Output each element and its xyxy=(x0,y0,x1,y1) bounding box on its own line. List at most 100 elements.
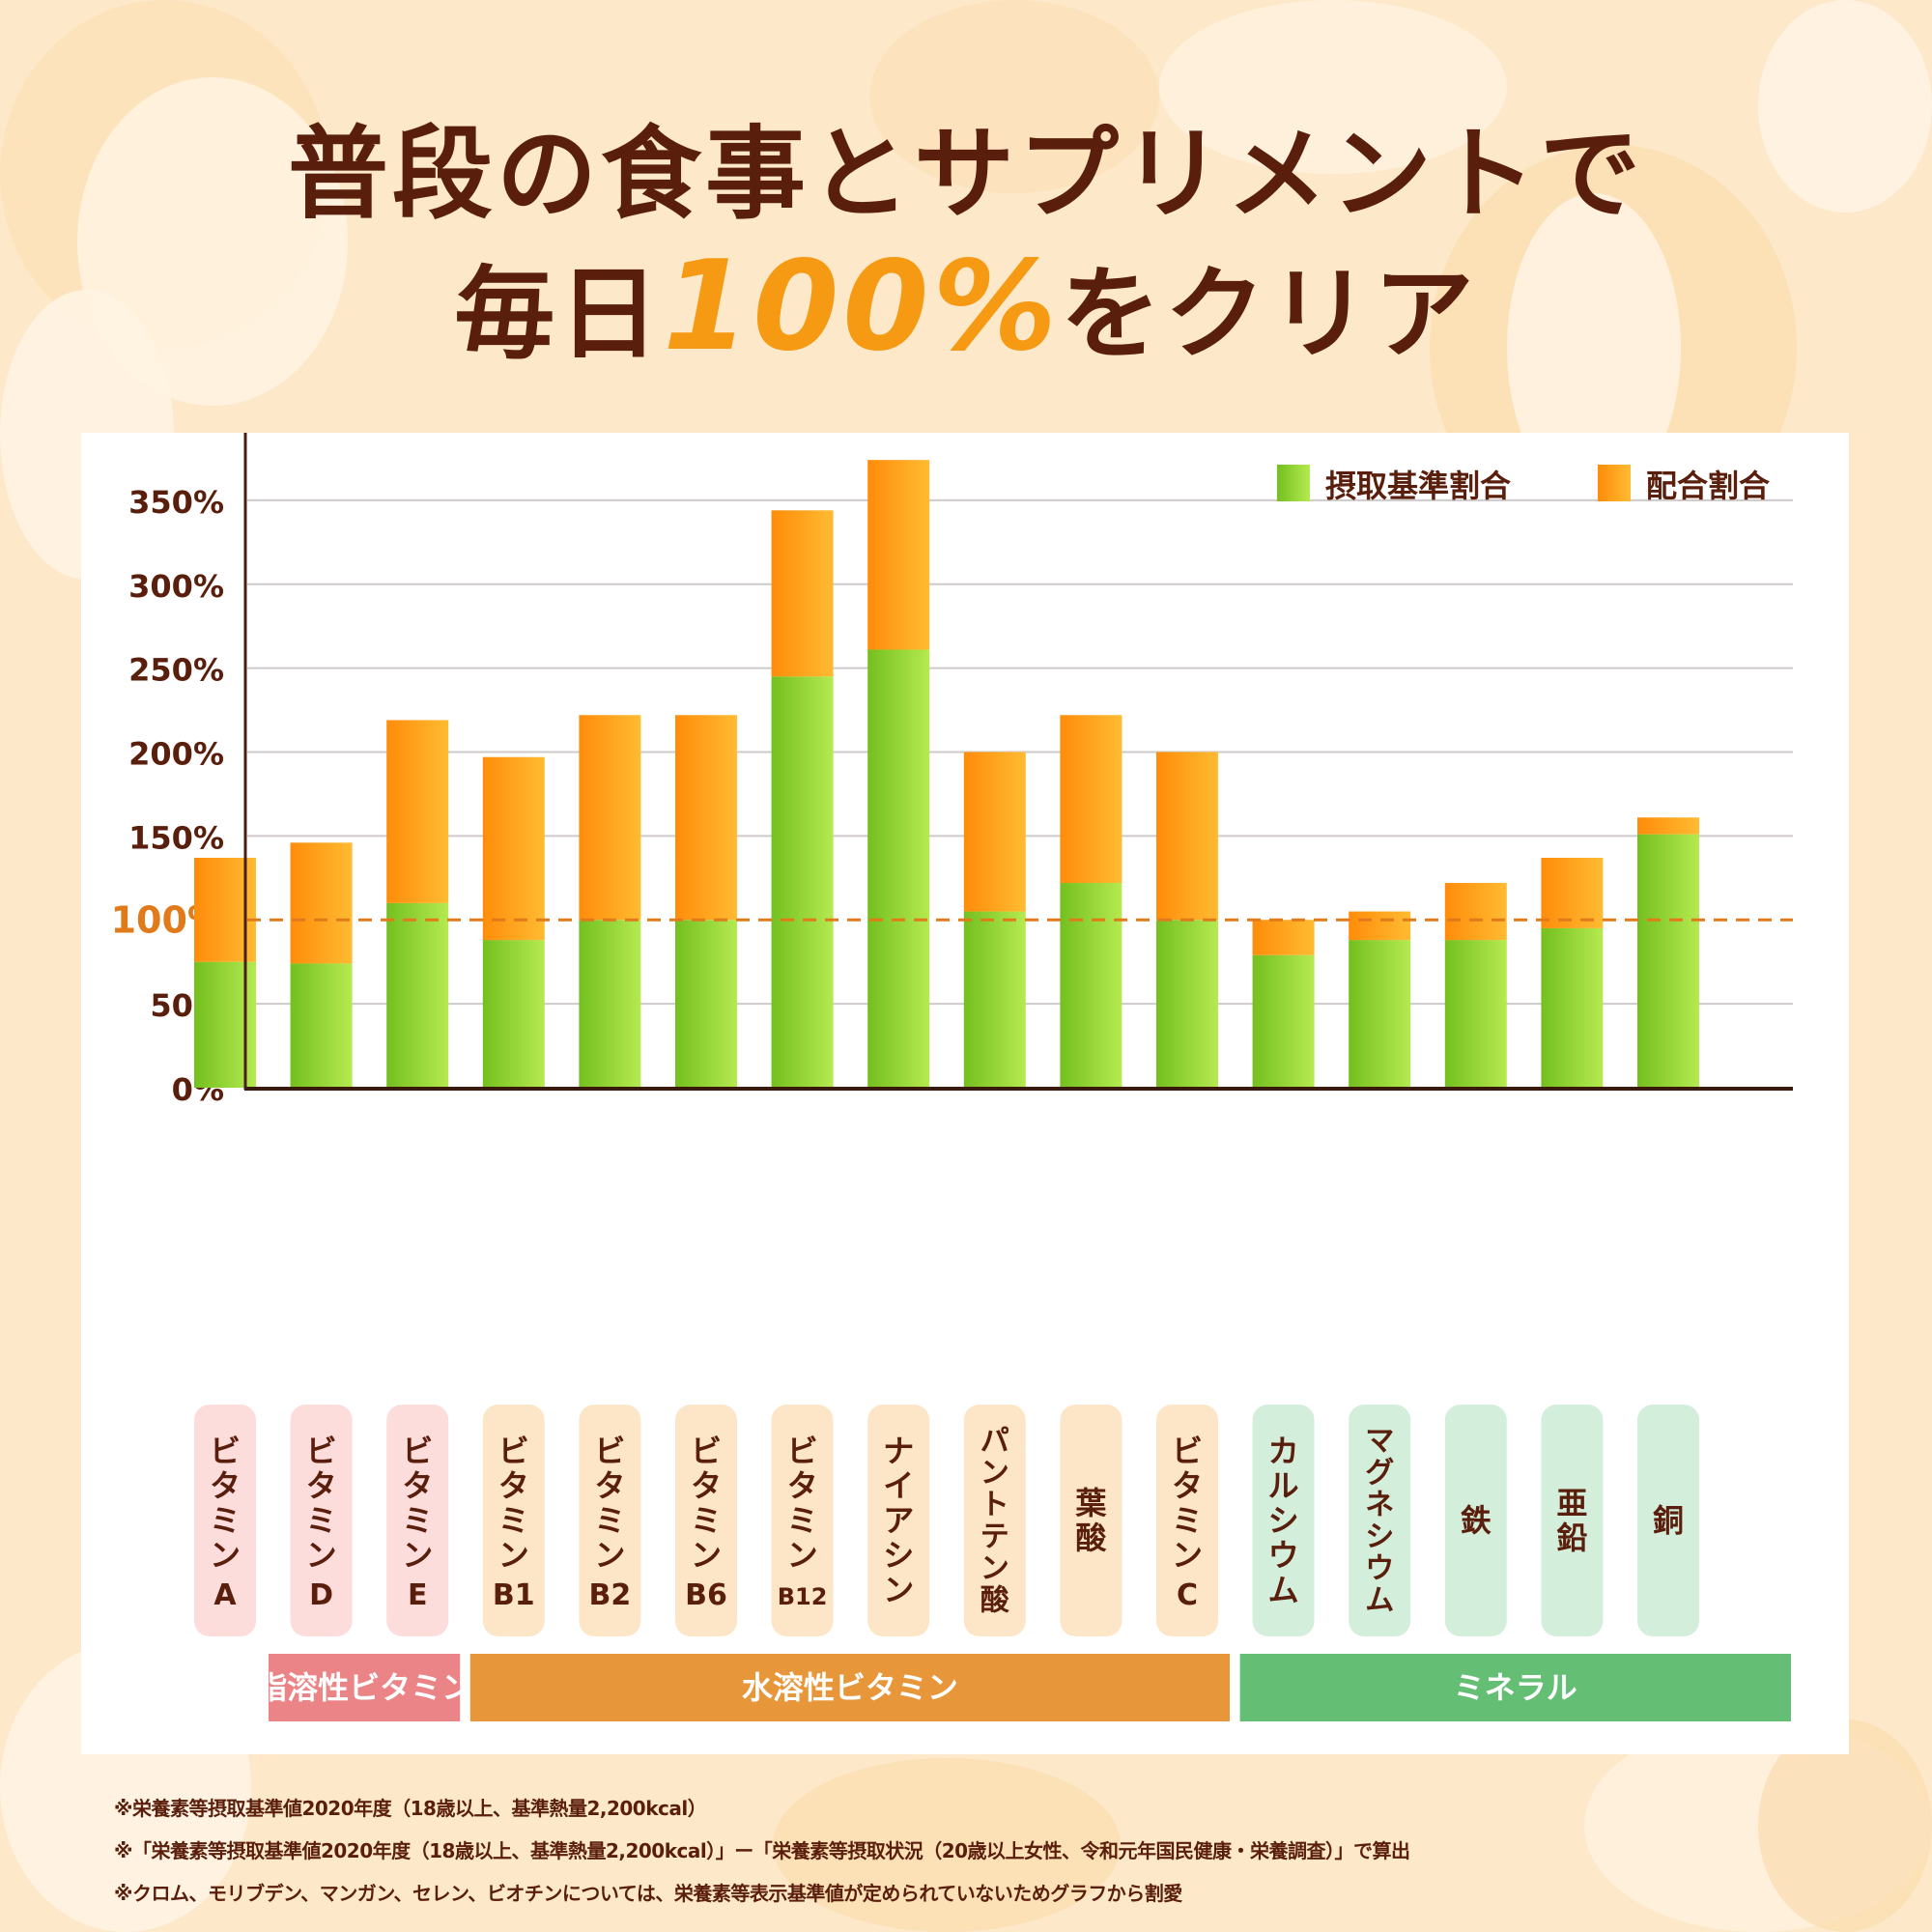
category-label-char: ビ xyxy=(787,1433,818,1469)
category-label-char: シ xyxy=(1365,1520,1394,1553)
bar-formula-ratio xyxy=(482,756,545,941)
footnote: ※栄養素等摂取基準値2020年度（18歳以上、基準熱量2,200kcal） xyxy=(114,1797,707,1820)
category-label-char: タ xyxy=(691,1467,722,1504)
category-label-pill xyxy=(194,1405,256,1636)
bar-intake-ratio xyxy=(290,963,353,1088)
category-label-pill xyxy=(386,1405,449,1636)
category-label-pill xyxy=(675,1405,737,1636)
bar-intake-ratio xyxy=(1156,920,1218,1088)
category-label-char: ア xyxy=(883,1502,914,1539)
category-label: マグネシウム xyxy=(1365,1424,1394,1617)
axes xyxy=(243,373,1793,1091)
legend-swatch-intake xyxy=(1277,465,1310,501)
category-label-subscript: B2 xyxy=(589,1578,632,1612)
bar-formula-ratio xyxy=(867,460,930,650)
bar-formula-ratio xyxy=(675,715,737,921)
y-tick-label: 300% xyxy=(128,568,224,605)
category-label-char: タ xyxy=(306,1467,337,1504)
category-label-char: パ xyxy=(980,1424,1009,1458)
category-label-char: 亜 xyxy=(1556,1485,1587,1521)
category-label-char: ル xyxy=(1268,1467,1299,1504)
bar-formula-ratio xyxy=(1637,817,1699,835)
category-label-char: ン xyxy=(594,1537,625,1574)
category-label-char: タ xyxy=(594,1467,625,1504)
bar-formula-ratio xyxy=(290,842,353,964)
background-blob xyxy=(1159,0,1507,174)
category-label: 鉄 xyxy=(1461,1502,1492,1539)
category-label-char: ン xyxy=(210,1537,241,1574)
bar-formula-ratio xyxy=(1156,752,1218,921)
category-label-char: ミ xyxy=(594,1502,625,1539)
category-label-char: ン xyxy=(787,1537,818,1574)
bars xyxy=(194,460,1699,1088)
category-label-char: ン xyxy=(691,1537,722,1574)
bar-intake-ratio xyxy=(1637,834,1699,1088)
category-label-pill xyxy=(579,1405,641,1636)
footnote: ※「栄養素等摂取基準値2020年度（18歳以上、基準熱量2,200kcal）」ー… xyxy=(114,1839,1410,1862)
category-label-char: グ xyxy=(1365,1456,1394,1490)
category-label-char: ミ xyxy=(210,1502,241,1539)
category-label-char: タ xyxy=(498,1467,529,1504)
category-label-subscript: E xyxy=(408,1578,428,1612)
category-label-char: ン xyxy=(883,1572,914,1608)
bar-intake-ratio xyxy=(963,911,1026,1088)
category-label-pill xyxy=(771,1405,834,1636)
category-label-char: テ xyxy=(980,1520,1009,1553)
category-label-char: ウ xyxy=(1268,1537,1299,1574)
category-label-char: ン xyxy=(306,1537,337,1574)
category-label-pill xyxy=(963,1405,1026,1636)
category-label: ビタミン B2 xyxy=(589,1433,632,1612)
headline-prefix: 毎日 xyxy=(454,255,664,373)
category-label-char: カ xyxy=(1268,1433,1299,1469)
category-label-char: ウ xyxy=(1365,1551,1394,1585)
category-label-char: タ xyxy=(210,1467,241,1504)
bar-formula-ratio xyxy=(963,752,1026,912)
category-label: 葉酸 xyxy=(1074,1485,1107,1556)
category-label-char: ミ xyxy=(402,1502,433,1539)
category-label: ビタミン A xyxy=(210,1433,241,1612)
category-label-char: ン xyxy=(402,1537,433,1574)
background-blob xyxy=(1758,0,1932,213)
category-label-char: タ xyxy=(402,1467,433,1504)
bar-formula-ratio xyxy=(1252,920,1315,955)
category-label-char: ナ xyxy=(883,1433,914,1469)
legend-label-intake: 摂取基準割合 xyxy=(1325,468,1511,504)
category-label: ビタミン D xyxy=(306,1433,337,1612)
bar-intake-ratio xyxy=(867,649,930,1088)
y-tick-label: 250% xyxy=(128,652,224,689)
bar-formula-ratio xyxy=(386,720,449,903)
category-label-char: ミ xyxy=(1172,1502,1203,1539)
bar-formula-ratio xyxy=(1060,715,1122,884)
y-tick-label: 400% xyxy=(128,433,224,437)
category-label-char: ン xyxy=(980,1456,1009,1490)
category-label-pill xyxy=(1349,1405,1411,1636)
category-label: ナイアシン xyxy=(883,1433,914,1608)
y-tick-label: 200% xyxy=(128,736,224,773)
category-label-char: ム xyxy=(1268,1572,1299,1608)
category-label: ビタミン B12 xyxy=(778,1433,828,1610)
category-label-char: シ xyxy=(883,1537,914,1574)
y-tick-label: 150% xyxy=(128,819,224,856)
footnote: ※クロム、モリブデン、マンガン、セレン、ビオチンについては、栄養素等表示基準値が… xyxy=(114,1882,1182,1905)
category-label-pill xyxy=(1252,1405,1315,1636)
bar-intake-ratio xyxy=(1541,927,1604,1088)
footnotes: ※栄養素等摂取基準値2020年度（18歳以上、基準熱量2,200kcal） ※「… xyxy=(114,1787,1843,1915)
category-label-char: ネ xyxy=(1365,1488,1394,1521)
category-label-char: タ xyxy=(787,1467,818,1504)
category-label: ビタミン E xyxy=(402,1433,433,1612)
chart-panel: 0%50%100%150%200%250%300%350%400% 摂取基準割合… xyxy=(81,373,1849,1754)
headline-suffix: をクリア xyxy=(1060,255,1478,373)
category-label-char: ビ xyxy=(691,1433,722,1469)
bar-formula-ratio xyxy=(1541,857,1604,928)
category-label-char: ン xyxy=(1172,1537,1203,1574)
bar-formula-ratio xyxy=(1349,911,1411,941)
category-label-char: ミ xyxy=(306,1502,337,1539)
group-bands: 脂溶性ビタミン 水溶性ビタミン ミネラル xyxy=(256,1654,1791,1721)
category-label-pill xyxy=(1444,1405,1507,1636)
group-band xyxy=(1239,1654,1791,1721)
bar-formula-ratio xyxy=(771,510,834,677)
bar-formula-ratio xyxy=(1444,883,1507,941)
group-band xyxy=(469,1654,1230,1721)
bar-intake-ratio xyxy=(1444,940,1507,1088)
category-label-char: 酸 xyxy=(1075,1520,1107,1556)
